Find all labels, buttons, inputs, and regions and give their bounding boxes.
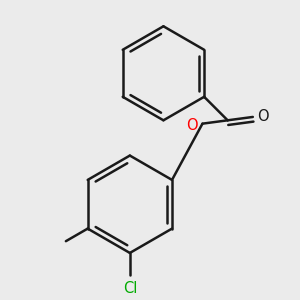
Text: O: O (257, 110, 269, 124)
Text: O: O (187, 118, 198, 133)
Text: Cl: Cl (123, 281, 137, 296)
